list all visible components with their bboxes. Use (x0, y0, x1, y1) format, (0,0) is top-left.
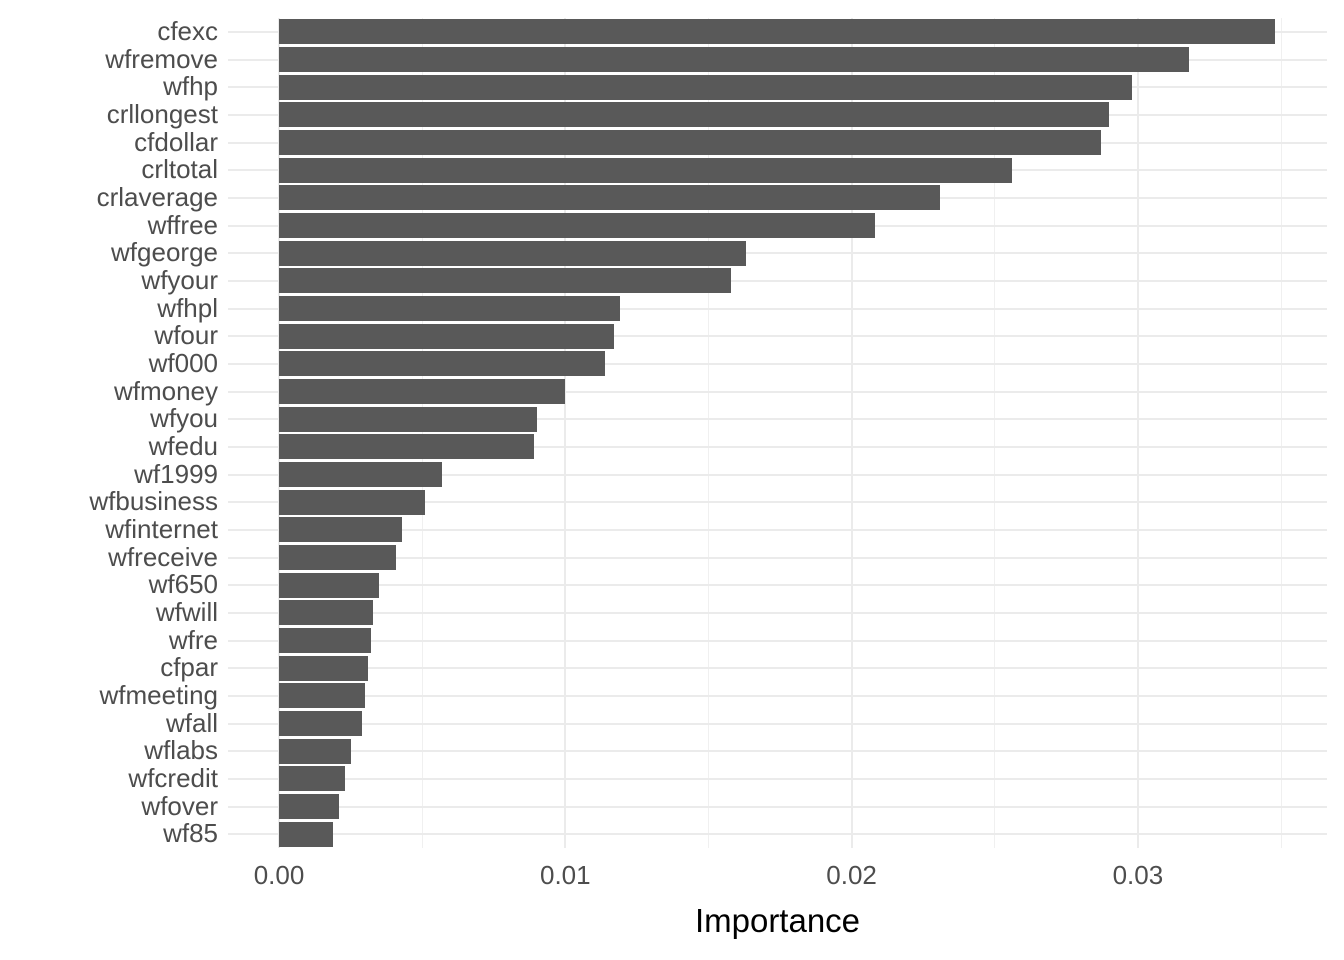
importance-bar-wfmeeting (279, 683, 365, 709)
y-axis-label-cfpar: cfpar (160, 652, 218, 683)
y-axis-label-crllongest: crllongest (106, 99, 218, 129)
grid-line-horizontal (228, 335, 1327, 338)
grid-line-major-vertical (850, 18, 853, 848)
y-axis-label-wfour: wfour (154, 320, 218, 351)
x-axis-tick-label-0.03: 0.03 (1112, 860, 1164, 890)
y-axis-label-wfgeorge: wfgeorge (111, 237, 218, 268)
importance-bar-wf1999 (279, 462, 442, 487)
importance-bar-wfreceive (279, 545, 396, 570)
y-axis-label-wfyou: wfyou (150, 403, 218, 434)
importance-bar-wfinternet (279, 517, 402, 543)
y-axis-label-wf1999: wf1999 (134, 458, 218, 489)
importance-bar-wfedu (279, 434, 534, 460)
importance-bar-wf000 (279, 351, 605, 377)
grid-line-minor-vertical (707, 18, 709, 848)
y-axis-label-wfhp: wfhp (163, 71, 218, 102)
y-axis-label-wfreceive: wfreceive (108, 541, 218, 572)
plot-panel (228, 18, 1327, 848)
y-axis-label-wfre: wfre (168, 624, 218, 655)
grid-line-minor-vertical (1280, 18, 1282, 848)
importance-bar-wfcredit (279, 766, 345, 792)
importance-bar-wfgeorge (279, 240, 746, 266)
x-axis-tick-label-0.01: 0.01 (539, 860, 591, 890)
grid-line-major-vertical (564, 18, 567, 848)
importance-bar-wfyou (279, 406, 537, 432)
grid-line-horizontal (228, 556, 1327, 559)
grid-line-horizontal (228, 722, 1327, 725)
importance-bar-wf85 (279, 821, 333, 847)
importance-bar-crlaverage (279, 185, 940, 211)
grid-line-horizontal (228, 584, 1327, 587)
grid-line-horizontal (228, 252, 1327, 255)
y-axis-label-wfwill: wfwill (155, 597, 218, 627)
grid-line-horizontal (228, 473, 1327, 476)
y-axis-label-wfhpl: wfhpl (157, 292, 218, 323)
grid-line-horizontal (228, 833, 1327, 836)
grid-line-horizontal (228, 694, 1327, 697)
x-axis-tick-label-0.00: 0.00 (253, 860, 305, 890)
grid-line-horizontal (228, 445, 1327, 448)
importance-bar-wfbusiness (279, 489, 425, 515)
x-axis-tick-label-0.02: 0.02 (826, 860, 877, 890)
importance-bar-wfhpl (279, 296, 620, 321)
grid-line-horizontal (228, 777, 1327, 780)
grid-line-horizontal (228, 750, 1327, 753)
importance-bar-cfexc (279, 19, 1275, 45)
y-axis-label-wfmoney: wfmoney (113, 375, 218, 406)
y-axis-label-wfyour: wfyour (141, 265, 218, 295)
y-axis-label-wfover: wfover (141, 790, 218, 821)
y-axis-label-wfremove: wfremove (105, 43, 218, 74)
importance-bar-wf650 (279, 572, 379, 598)
y-axis-label-wf85: wf85 (163, 818, 218, 849)
importance-bar-wfall (279, 711, 362, 736)
importance-bar-wfour (279, 323, 614, 349)
y-axis-label-wfcredit: wfcredit (128, 763, 218, 793)
importance-bar-wffree (279, 213, 875, 238)
grid-line-horizontal (228, 390, 1327, 393)
importance-bar-wfre (279, 628, 371, 653)
y-axis-label-cfdollar: cfdollar (134, 126, 218, 157)
importance-bar-wfover (279, 794, 339, 819)
grid-line-major-vertical (278, 18, 280, 848)
y-axis-label-cfexc: cfexc (157, 16, 218, 46)
importance-bar-cfpar (279, 655, 368, 681)
grid-line-horizontal (228, 528, 1327, 531)
y-axis-label-wf000: wf000 (148, 348, 218, 378)
y-axis-label-wf650: wf650 (148, 569, 218, 600)
y-axis-label-wffree: wffree (147, 209, 218, 240)
grid-line-horizontal (228, 667, 1327, 670)
y-axis-label-wfinternet: wfinternet (105, 514, 218, 544)
importance-bar-crllongest (279, 102, 1109, 128)
x-axis-title: Importance (694, 902, 861, 939)
importance-bar-wfwill (279, 600, 373, 626)
importance-bar-wfremove (279, 47, 1189, 72)
importance-bar-wfmoney (279, 379, 565, 404)
y-axis-label-wfbusiness: wfbusiness (89, 486, 218, 517)
y-axis-label-wfmeeting: wfmeeting (99, 680, 219, 710)
grid-line-horizontal (228, 639, 1327, 642)
grid-line-horizontal (228, 805, 1327, 808)
importance-bar-cfdollar (279, 130, 1101, 155)
importance-bar-wflabs (279, 738, 351, 764)
grid-line-horizontal (228, 307, 1327, 310)
grid-line-major-vertical (1136, 18, 1139, 848)
importance-bar-wfhp (279, 74, 1132, 100)
grid-line-minor-vertical (994, 18, 996, 848)
importance-bar-wfyour (279, 268, 731, 294)
grid-line-horizontal (228, 418, 1327, 421)
y-axis-label-crltotal: crltotal (141, 154, 218, 185)
y-axis-label-wfedu: wfedu (148, 431, 218, 461)
y-axis-label-crlaverage: crlaverage (96, 182, 218, 212)
grid-line-horizontal (228, 279, 1327, 282)
grid-line-minor-vertical (421, 18, 423, 848)
y-axis-label-wflabs: wflabs (144, 735, 218, 766)
y-axis-label-wfall: wfall (165, 707, 218, 738)
importance-bar-crltotal (279, 157, 1012, 183)
grid-line-horizontal (228, 611, 1327, 614)
grid-line-horizontal (228, 501, 1327, 504)
grid-line-horizontal (228, 362, 1327, 365)
